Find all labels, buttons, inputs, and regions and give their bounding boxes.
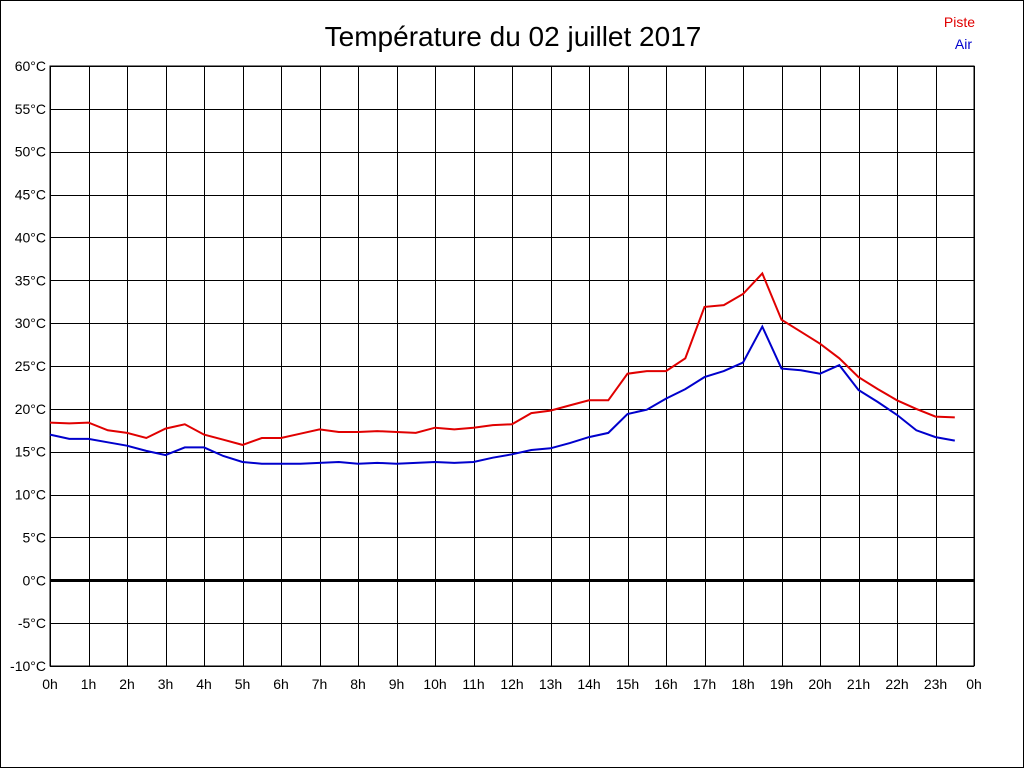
x-tick-label: 5h <box>235 676 251 692</box>
x-tick-label: 14h <box>577 676 600 692</box>
x-tick-label: 20h <box>808 676 831 692</box>
series-line-air <box>49 324 955 465</box>
x-tick-label: 22h <box>885 676 908 692</box>
y-tick-label: 0°C <box>23 572 47 588</box>
x-tick-label: 2h <box>119 676 135 692</box>
x-tick-label: 4h <box>196 676 212 692</box>
y-tick-label: 40°C <box>15 229 46 245</box>
y-tick-label: 5°C <box>23 529 47 545</box>
x-tick-label: 18h <box>731 676 754 692</box>
y-tick-label: 10°C <box>15 487 46 503</box>
x-tick-label: 9h <box>389 676 405 692</box>
y-tick-label: 25°C <box>15 358 46 374</box>
legend-piste: Piste <box>944 14 975 30</box>
x-tick-label: 13h <box>539 676 562 692</box>
x-tick-label: 6h <box>273 676 289 692</box>
series-line-piste <box>49 271 955 446</box>
y-tick-label: 45°C <box>15 187 46 203</box>
chart-series <box>49 271 955 465</box>
x-tick-label: 15h <box>616 676 639 692</box>
x-tick-label: 19h <box>770 676 793 692</box>
y-tick-label: 55°C <box>15 101 46 117</box>
x-tick-label: 17h <box>693 676 716 692</box>
x-tick-label: 7h <box>312 676 328 692</box>
x-tick-label: 12h <box>500 676 523 692</box>
y-tick-label: 15°C <box>15 444 46 460</box>
y-tick-label: -10°C <box>10 658 46 674</box>
x-tick-label: 1h <box>81 676 97 692</box>
x-tick-label: 3h <box>158 676 174 692</box>
legend-air: Air <box>955 36 972 52</box>
x-tick-label: 11h <box>462 676 484 692</box>
chart-title: Température du 02 juillet 2017 <box>325 21 702 52</box>
y-tick-label: 20°C <box>15 401 46 417</box>
x-tick-label: 0h <box>966 676 982 692</box>
chart-grid <box>49 65 975 667</box>
x-tick-label: 21h <box>847 676 870 692</box>
x-tick-label: 16h <box>654 676 677 692</box>
x-tick-label: 8h <box>350 676 366 692</box>
y-tick-label: 30°C <box>15 315 46 331</box>
y-tick-label: 50°C <box>15 144 46 160</box>
axis-tick-labels: 60°C 55°C 50°C 45°C 40°C 35°C 30°C 25°C 20°C 15°C… <box>10 58 982 692</box>
y-tick-label: -5°C <box>18 615 46 631</box>
x-tick-label: 23h <box>924 676 947 692</box>
y-tick-label: 35°C <box>15 272 46 288</box>
x-tick-label: 10h <box>423 676 446 692</box>
x-tick-label: 0h <box>42 676 58 692</box>
y-tick-label: 60°C <box>15 58 46 74</box>
